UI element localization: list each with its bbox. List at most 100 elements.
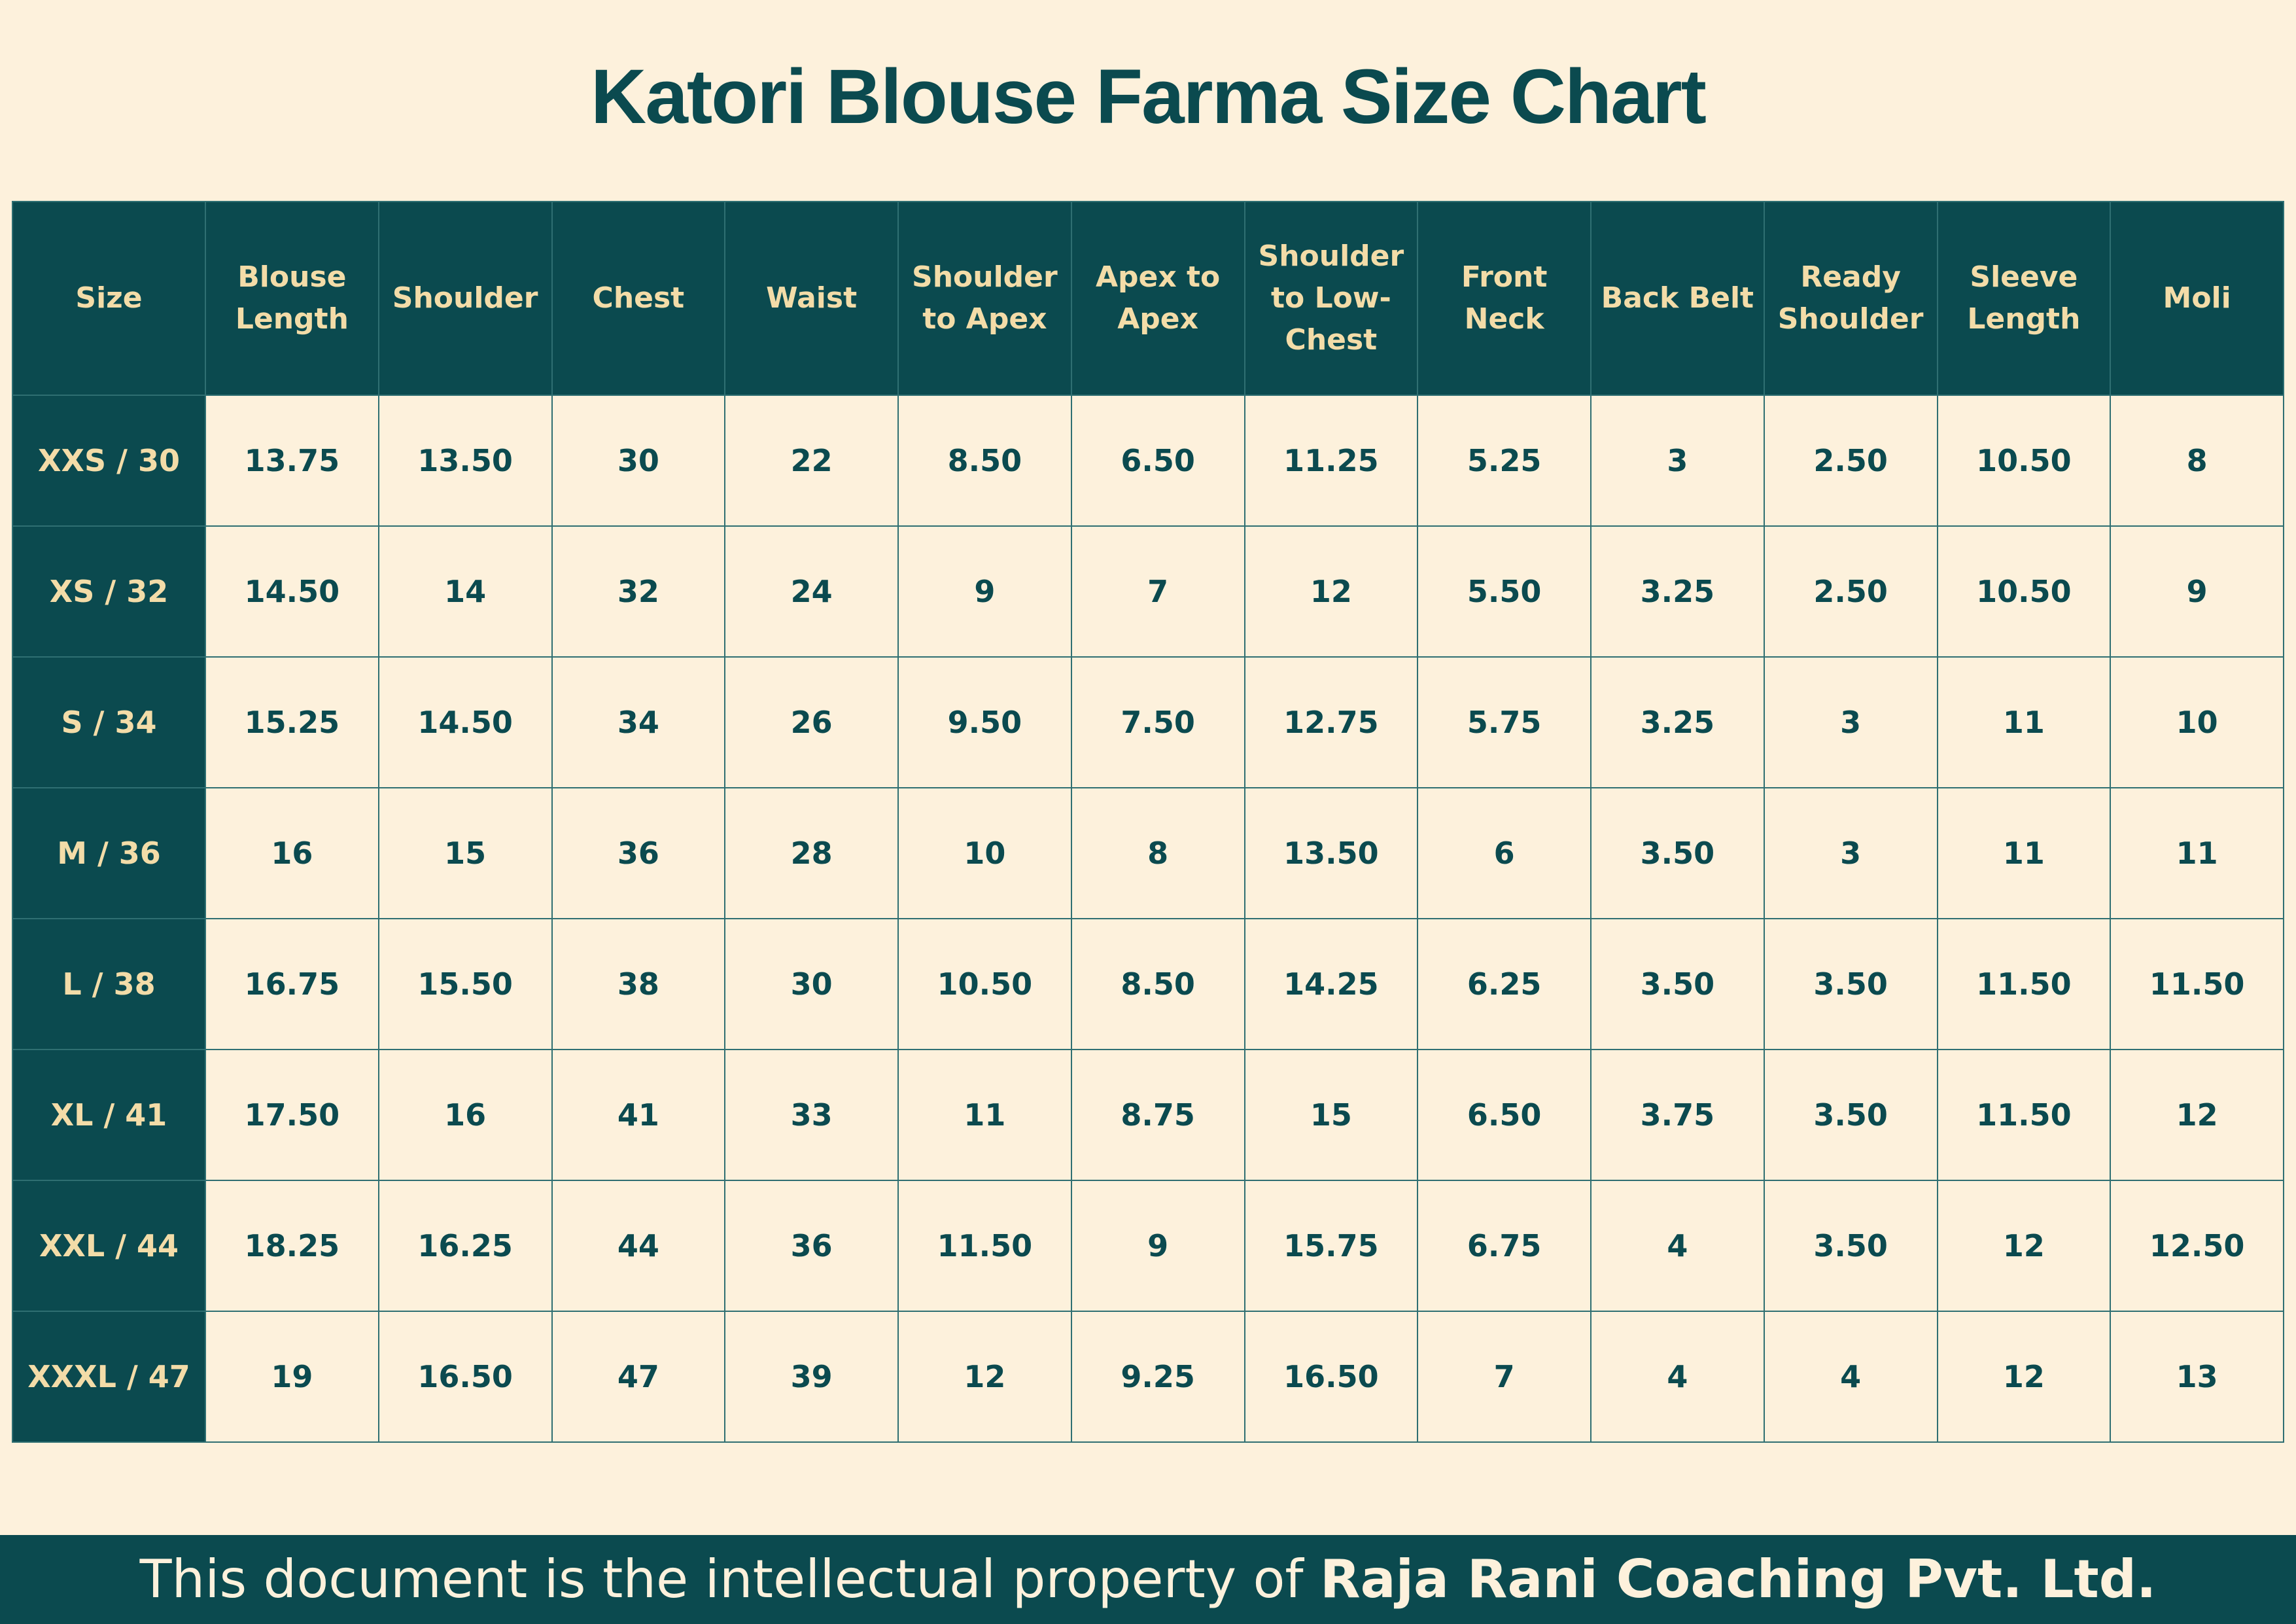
measure-cell: 4 xyxy=(1763,1311,1938,1443)
measure-cell: 13.50 xyxy=(1244,787,1419,919)
measure-cell: 5.25 xyxy=(1417,395,1592,527)
measure-cell: 17.50 xyxy=(205,1049,379,1181)
measure-cell: 5.50 xyxy=(1417,525,1592,658)
measure-cell: 6.75 xyxy=(1417,1180,1592,1312)
size-cell: XXS / 30 xyxy=(12,395,206,527)
measure-cell: 6.25 xyxy=(1417,918,1592,1050)
measure-cell: 11.25 xyxy=(1244,395,1419,527)
measure-cell: 3 xyxy=(1590,395,1765,527)
column-header: Back Belt xyxy=(1590,201,1765,396)
size-cell: S / 34 xyxy=(12,656,206,788)
measure-cell: 8 xyxy=(1070,787,1245,919)
header-row: Size Blouse Length Shoulder Chest Waist Shoul… xyxy=(12,201,2284,396)
column-header: Apex to Apex xyxy=(1070,201,1245,396)
measure-cell: 16.50 xyxy=(377,1311,553,1443)
column-header: Sleeve Length xyxy=(1936,201,2112,396)
measure-cell: 30 xyxy=(724,918,899,1050)
size-cell: XL / 41 xyxy=(12,1049,206,1181)
measure-cell: 15.25 xyxy=(205,656,379,788)
footer-text: This document is the intellectual proper… xyxy=(139,1549,1304,1610)
measure-cell: 38 xyxy=(551,918,726,1050)
column-header: Size xyxy=(12,201,206,396)
measure-cell: 10 xyxy=(897,787,1072,919)
measure-cell: 3.50 xyxy=(1763,918,1938,1050)
measure-cell: 16 xyxy=(377,1049,553,1181)
table-row: XXXL / 47 19 16.50 47 39 12 9.25 16.50 7 4 4 12 13 xyxy=(12,1311,2284,1443)
table-row: XXS / 30 13.75 13.50 30 22 8.50 6.50 11.25 5.25 3… xyxy=(12,395,2284,527)
column-header: Ready Shoulder xyxy=(1763,201,1938,396)
measure-cell: 9 xyxy=(2110,525,2284,658)
measure-cell: 16.25 xyxy=(377,1180,553,1312)
size-table: Size Blouse Length Shoulder Chest Waist Shoul… xyxy=(12,201,2284,1443)
measure-cell: 11 xyxy=(2110,787,2284,919)
measure-cell: 22 xyxy=(724,395,899,527)
measure-cell: 14.50 xyxy=(205,525,379,658)
measure-cell: 14 xyxy=(377,525,553,658)
measure-cell: 11 xyxy=(1936,656,2112,788)
measure-cell: 6.50 xyxy=(1417,1049,1592,1181)
measure-cell: 11 xyxy=(897,1049,1072,1181)
measure-cell: 10.50 xyxy=(1936,395,2112,527)
measure-cell: 15 xyxy=(377,787,553,919)
measure-cell: 13.75 xyxy=(205,395,379,527)
measure-cell: 12 xyxy=(1244,525,1419,658)
measure-cell: 28 xyxy=(724,787,899,919)
measure-cell: 6 xyxy=(1417,787,1592,919)
measure-cell: 11.50 xyxy=(1936,918,2112,1050)
measure-cell: 9.25 xyxy=(1070,1311,1245,1443)
size-cell: XXL / 44 xyxy=(12,1180,206,1312)
measure-cell: 16 xyxy=(205,787,379,919)
measure-cell: 11.50 xyxy=(1936,1049,2112,1181)
table-row: L / 38 16.75 15.50 38 30 10.50 8.50 14.25 6.25 3.… xyxy=(12,918,2284,1050)
measure-cell: 11.50 xyxy=(897,1180,1072,1312)
measure-cell: 7 xyxy=(1070,525,1245,658)
size-cell: XXXL / 47 xyxy=(12,1311,206,1443)
measure-cell: 18.25 xyxy=(205,1180,379,1312)
measure-cell: 12 xyxy=(1936,1311,2112,1443)
measure-cell: 12 xyxy=(2110,1049,2284,1181)
measure-cell: 11 xyxy=(1936,787,2112,919)
measure-cell: 3.25 xyxy=(1590,525,1765,658)
measure-cell: 3.50 xyxy=(1763,1180,1938,1312)
measure-cell: 7.50 xyxy=(1070,656,1245,788)
column-header: Shoulder to Apex xyxy=(897,201,1072,396)
measure-cell: 14.50 xyxy=(377,656,553,788)
measure-cell: 39 xyxy=(724,1311,899,1443)
column-header: Shoulder xyxy=(377,201,553,396)
measure-cell: 15 xyxy=(1244,1049,1419,1181)
table-row: XL / 41 17.50 16 41 33 11 8.75 15 6.50 3.75 3.50 11… xyxy=(12,1049,2284,1181)
size-cell: L / 38 xyxy=(12,918,206,1050)
column-header: Blouse Length xyxy=(205,201,379,396)
measure-cell: 8.50 xyxy=(1070,918,1245,1050)
measure-cell: 26 xyxy=(724,656,899,788)
size-cell: XS / 32 xyxy=(12,525,206,658)
measure-cell: 9 xyxy=(897,525,1072,658)
table-row: XXL / 44 18.25 16.25 44 36 11.50 9 15.75 6.75 4 3.… xyxy=(12,1180,2284,1312)
measure-cell: 6.50 xyxy=(1070,395,1245,527)
measure-cell: 15.50 xyxy=(377,918,553,1050)
measure-cell: 44 xyxy=(551,1180,726,1312)
measure-cell: 47 xyxy=(551,1311,726,1443)
measure-cell: 12 xyxy=(1936,1180,2112,1312)
measure-cell: 4 xyxy=(1590,1311,1765,1443)
measure-cell: 14.25 xyxy=(1244,918,1419,1050)
measure-cell: 3.50 xyxy=(1763,1049,1938,1181)
measure-cell: 3.50 xyxy=(1590,918,1765,1050)
measure-cell: 30 xyxy=(551,395,726,527)
size-cell: M / 36 xyxy=(12,787,206,919)
footer: This document is the intellectual proper… xyxy=(0,1535,2296,1624)
footer-company: Raja Rani Coaching Pvt. Ltd. xyxy=(1320,1549,2157,1610)
measure-cell: 12 xyxy=(897,1311,1072,1443)
title: Katori Blouse Farma Size Chart xyxy=(591,54,1707,140)
measure-cell: 16.75 xyxy=(205,918,379,1050)
measure-cell: 5.75 xyxy=(1417,656,1592,788)
measure-cell: 19 xyxy=(205,1311,379,1443)
measure-cell: 3 xyxy=(1763,656,1938,788)
measure-cell: 12.50 xyxy=(2110,1180,2284,1312)
measure-cell: 4 xyxy=(1590,1180,1765,1312)
measure-cell: 2.50 xyxy=(1763,395,1938,527)
measure-cell: 7 xyxy=(1417,1311,1592,1443)
measure-cell: 8.75 xyxy=(1070,1049,1245,1181)
measure-cell: 10.50 xyxy=(897,918,1072,1050)
